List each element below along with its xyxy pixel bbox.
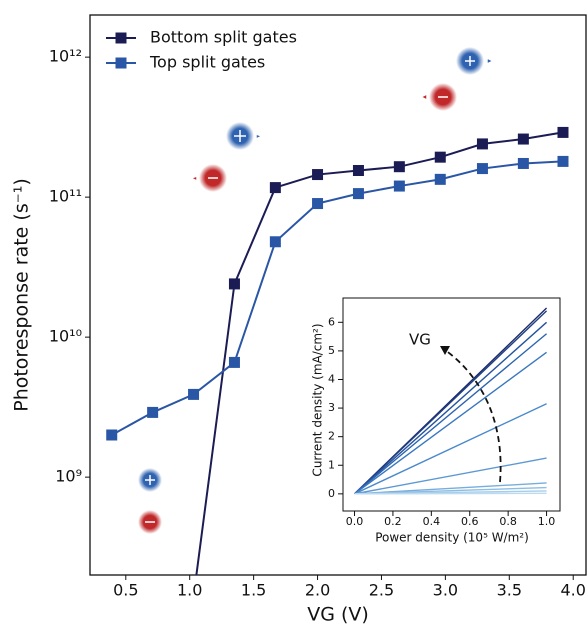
marker (269, 182, 281, 194)
marker (557, 126, 569, 138)
inset-annotation: VG (409, 331, 431, 349)
series-line (354, 321, 548, 495)
inset-y-label: Current density (mA/cm²) (311, 323, 325, 476)
x-axis-label: VG (V) (307, 604, 369, 626)
x-tick-label: 1.0 (538, 515, 556, 528)
plot-frame (89, 14, 587, 576)
series-line (354, 492, 547, 495)
series-line (195, 131, 564, 575)
series-line (354, 310, 548, 495)
y-tick-label: 1 (328, 458, 335, 471)
series-group (106, 126, 569, 575)
legend-label: Top split gates (149, 53, 265, 72)
marker (557, 155, 569, 167)
x-tick-label: 0.6 (461, 515, 479, 528)
y-tick-label: 10¹² (49, 47, 82, 66)
x-tick-label: 0.4 (423, 515, 441, 528)
marker (517, 133, 529, 145)
series-line (111, 160, 564, 436)
y-tick-label: 5 (328, 344, 335, 357)
annotation-arrow (444, 349, 502, 483)
marker (434, 173, 446, 185)
y-tick-label: 2 (328, 430, 335, 443)
marker (352, 164, 364, 176)
series-line (354, 482, 547, 495)
x-tick-label: 2.0 (305, 581, 330, 600)
x-tick-label: 0.0 (346, 515, 364, 528)
y-tick-label: 3 (328, 401, 335, 414)
series-line (354, 457, 547, 495)
x-tick-label: 0.2 (384, 515, 402, 528)
y-tick-label: 10⁹ (55, 467, 82, 486)
x-tick-label: 1.5 (241, 581, 266, 600)
y-tick-label: 10¹⁰ (49, 327, 82, 346)
x-tick-label: 0.8 (499, 515, 517, 528)
y-axis-label: Photoresponse rate (s⁻¹) (11, 178, 33, 412)
legend-marker (115, 57, 127, 69)
marker (147, 406, 159, 418)
series-line (354, 351, 547, 495)
series-line (354, 333, 548, 495)
series-group (354, 307, 548, 495)
inset-x-label: Power density (10⁵ W/m²) (375, 531, 529, 545)
marker (476, 163, 488, 175)
y-tick-label: 0 (328, 487, 335, 500)
series-line (354, 403, 547, 495)
x-tick-label: 3.0 (433, 581, 458, 600)
marker (312, 198, 324, 210)
y-tick-label: 10¹¹ (49, 187, 82, 206)
marker (312, 169, 324, 181)
legend-marker (115, 32, 127, 44)
x-tick-label: 4.0 (560, 581, 585, 600)
marker (269, 236, 281, 248)
marker (106, 429, 118, 441)
legend-label: Bottom split gates (150, 28, 297, 47)
marker (352, 188, 364, 200)
marker (188, 388, 200, 400)
marker (517, 157, 529, 169)
x-tick-label: 3.5 (497, 581, 522, 600)
x-tick-label: 0.5 (113, 581, 138, 600)
marker (228, 356, 240, 368)
annotation-arrow-head (440, 346, 450, 355)
marker (228, 278, 240, 290)
x-tick-label: 2.5 (369, 581, 394, 600)
marker (393, 161, 405, 173)
marker (434, 151, 446, 163)
y-tick-label: 6 (328, 315, 335, 328)
marker (393, 180, 405, 192)
y-tick-label: 4 (328, 372, 335, 385)
x-tick-label: 1.0 (177, 581, 202, 600)
carrier-icons (138, 47, 495, 534)
marker (476, 138, 488, 150)
